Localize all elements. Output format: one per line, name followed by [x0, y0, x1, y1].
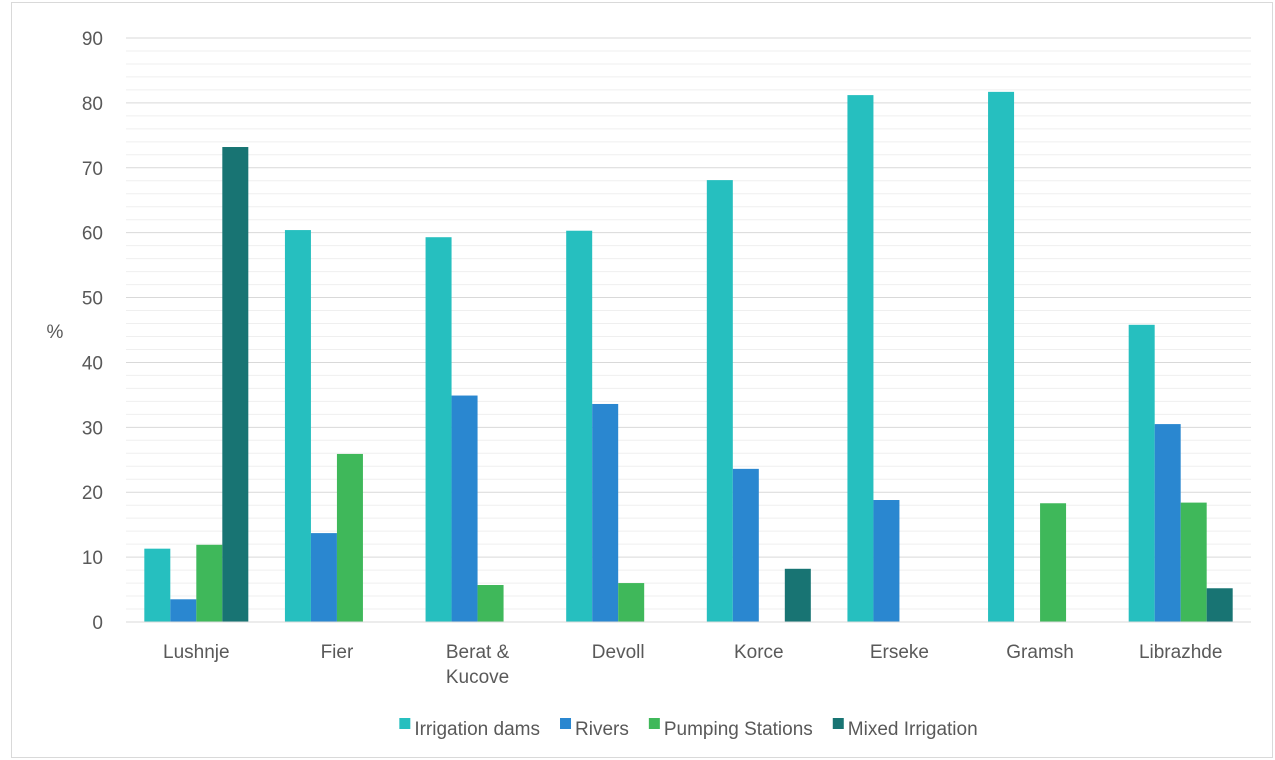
x-tick-label: Berat & Kucove	[446, 642, 510, 688]
y-tick-label: 10	[82, 548, 103, 569]
bar-mixed-irrigation	[784, 568, 811, 622]
bars	[144, 91, 1233, 622]
x-tick-label: Erseke	[870, 642, 929, 663]
legend-item-rivers: Rivers	[560, 718, 629, 740]
bar-irrigation-dams	[566, 230, 593, 622]
bar-irrigation-dams	[425, 237, 452, 622]
bar-pumping-stations	[477, 585, 504, 622]
y-tick-label: 40	[82, 353, 103, 374]
bar-irrigation-dams	[847, 95, 874, 622]
legend-swatch	[399, 718, 411, 729]
x-axis-tick-labels: Lushnje Fier Berat & Kucove Devoll Korce Ersek…	[163, 642, 1222, 688]
legend-swatch	[832, 718, 844, 729]
bar-pumping-stations	[336, 453, 363, 622]
y-tick-label: 80	[82, 94, 103, 115]
bar-irrigation-dams	[1128, 324, 1155, 622]
bar-rivers	[310, 533, 337, 622]
y-tick-label: 60	[82, 224, 103, 245]
y-tick-label: 50	[82, 289, 103, 310]
bar-pumping-stations	[1040, 503, 1067, 622]
legend: Irrigation dams Rivers Pumping Stations Mix…	[399, 718, 978, 740]
legend-item-irrigation-dams: Irrigation dams	[399, 718, 540, 740]
y-tick-label: 20	[82, 483, 103, 504]
bar-rivers	[170, 599, 197, 622]
bar-pumping-stations	[196, 544, 223, 622]
x-tick-label: Devoll	[592, 642, 645, 663]
bar-rivers	[1154, 424, 1181, 622]
x-tick-label: Lushnje	[163, 642, 230, 663]
legend-swatch	[648, 718, 660, 729]
bar-rivers	[873, 500, 900, 622]
bar-pumping-stations	[618, 583, 645, 622]
x-tick-label: Korce	[734, 642, 784, 663]
legend-item-mixed-irrigation: Mixed Irrigation	[832, 718, 978, 740]
y-tick-label: 30	[82, 418, 103, 439]
bar-pumping-stations	[1180, 502, 1207, 622]
bar-mixed-irrigation	[222, 147, 249, 622]
chart-area	[11, 2, 1273, 758]
bar-irrigation-dams	[988, 91, 1015, 622]
y-tick-label: 90	[82, 29, 103, 50]
y-tick-label: 70	[82, 159, 103, 180]
x-tick-label: Librazhde	[1139, 642, 1222, 663]
bar-mixed-irrigation	[1206, 588, 1233, 622]
legend-swatch	[560, 718, 572, 729]
legend-label: Mixed Irrigation	[848, 719, 978, 740]
legend-label: Rivers	[575, 719, 629, 740]
legend-label: Pumping Stations	[664, 719, 813, 740]
bar-irrigation-dams	[284, 230, 311, 622]
bar-rivers	[732, 468, 759, 622]
bar-irrigation-dams	[144, 548, 171, 622]
bar-rivers	[451, 395, 478, 622]
bar-rivers	[592, 403, 619, 622]
y-tick-label: 0	[92, 613, 103, 634]
legend-item-pumping-stations: Pumping Stations	[648, 718, 813, 740]
x-tick-label: Gramsh	[1006, 642, 1074, 663]
y-axis-label: %	[47, 322, 64, 343]
y-axis-tick-labels: 0 10 20 30 40 50 60 70 80 90	[82, 29, 103, 634]
x-tick-label: Fier	[321, 642, 354, 663]
legend-label: Irrigation dams	[414, 719, 540, 740]
bar-irrigation-dams	[706, 180, 733, 622]
